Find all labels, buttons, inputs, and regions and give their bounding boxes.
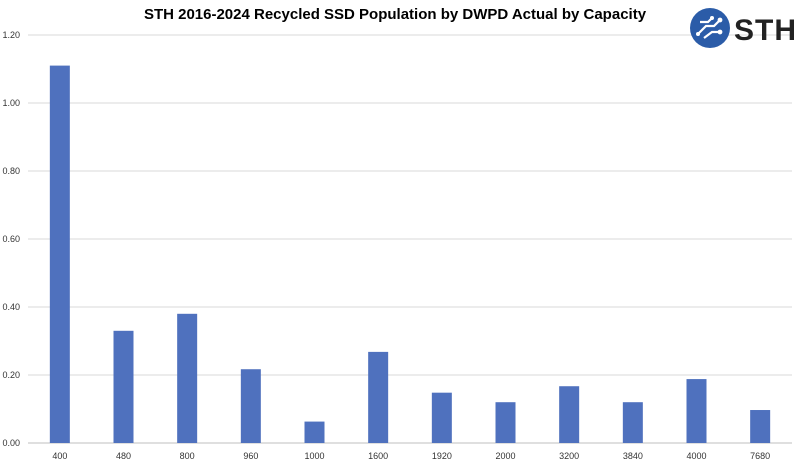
x-tick-label: 960	[243, 451, 258, 461]
x-tick-label: 1600	[368, 451, 388, 461]
y-tick-label: 0.60	[2, 234, 20, 244]
chart-title: STH 2016-2024 Recycled SSD Population by…	[143, 6, 647, 23]
bar-3200	[559, 386, 580, 443]
bar-2000	[495, 402, 516, 443]
bar-7680	[750, 410, 771, 443]
bar-1600	[368, 351, 389, 443]
bar-3840	[622, 402, 643, 443]
y-tick-label: 0.40	[2, 302, 20, 312]
x-tick-label: 3840	[623, 451, 643, 461]
circuit-globe-icon	[690, 8, 730, 48]
bar-layer	[49, 65, 771, 443]
y-tick-label: 1.00	[2, 98, 20, 108]
bar-1000	[304, 421, 325, 443]
x-axis-ticks: 400 480 800 960 1000 1600 1920 2000 3200 3840 4000…	[52, 451, 770, 461]
y-axis-ticks: 0.00 0.20 0.40 0.60 0.80 1.00 1.20	[2, 30, 20, 448]
bar-480	[113, 330, 134, 443]
y-tick-label: 0.00	[2, 438, 20, 448]
x-tick-label: 400	[52, 451, 67, 461]
bar-400	[49, 65, 70, 443]
bar-960	[240, 369, 261, 443]
logo-text: STH	[734, 14, 794, 47]
x-tick-label: 4000	[686, 451, 706, 461]
x-tick-label: 800	[180, 451, 195, 461]
x-tick-label: 480	[116, 451, 131, 461]
grid-layer	[28, 34, 792, 444]
bar-1920	[431, 392, 452, 443]
x-tick-label: 3200	[559, 451, 579, 461]
y-tick-label: 0.20	[2, 370, 20, 380]
x-tick-label: 2000	[495, 451, 515, 461]
x-tick-label: 7680	[750, 451, 770, 461]
y-tick-label: 1.20	[2, 30, 20, 40]
y-tick-label: 0.80	[2, 166, 20, 176]
bar-800	[177, 313, 198, 443]
sth-logo: STH	[690, 8, 794, 48]
bar-4000	[686, 379, 707, 443]
x-tick-label: 1920	[432, 451, 452, 461]
x-tick-label: 1000	[304, 451, 324, 461]
